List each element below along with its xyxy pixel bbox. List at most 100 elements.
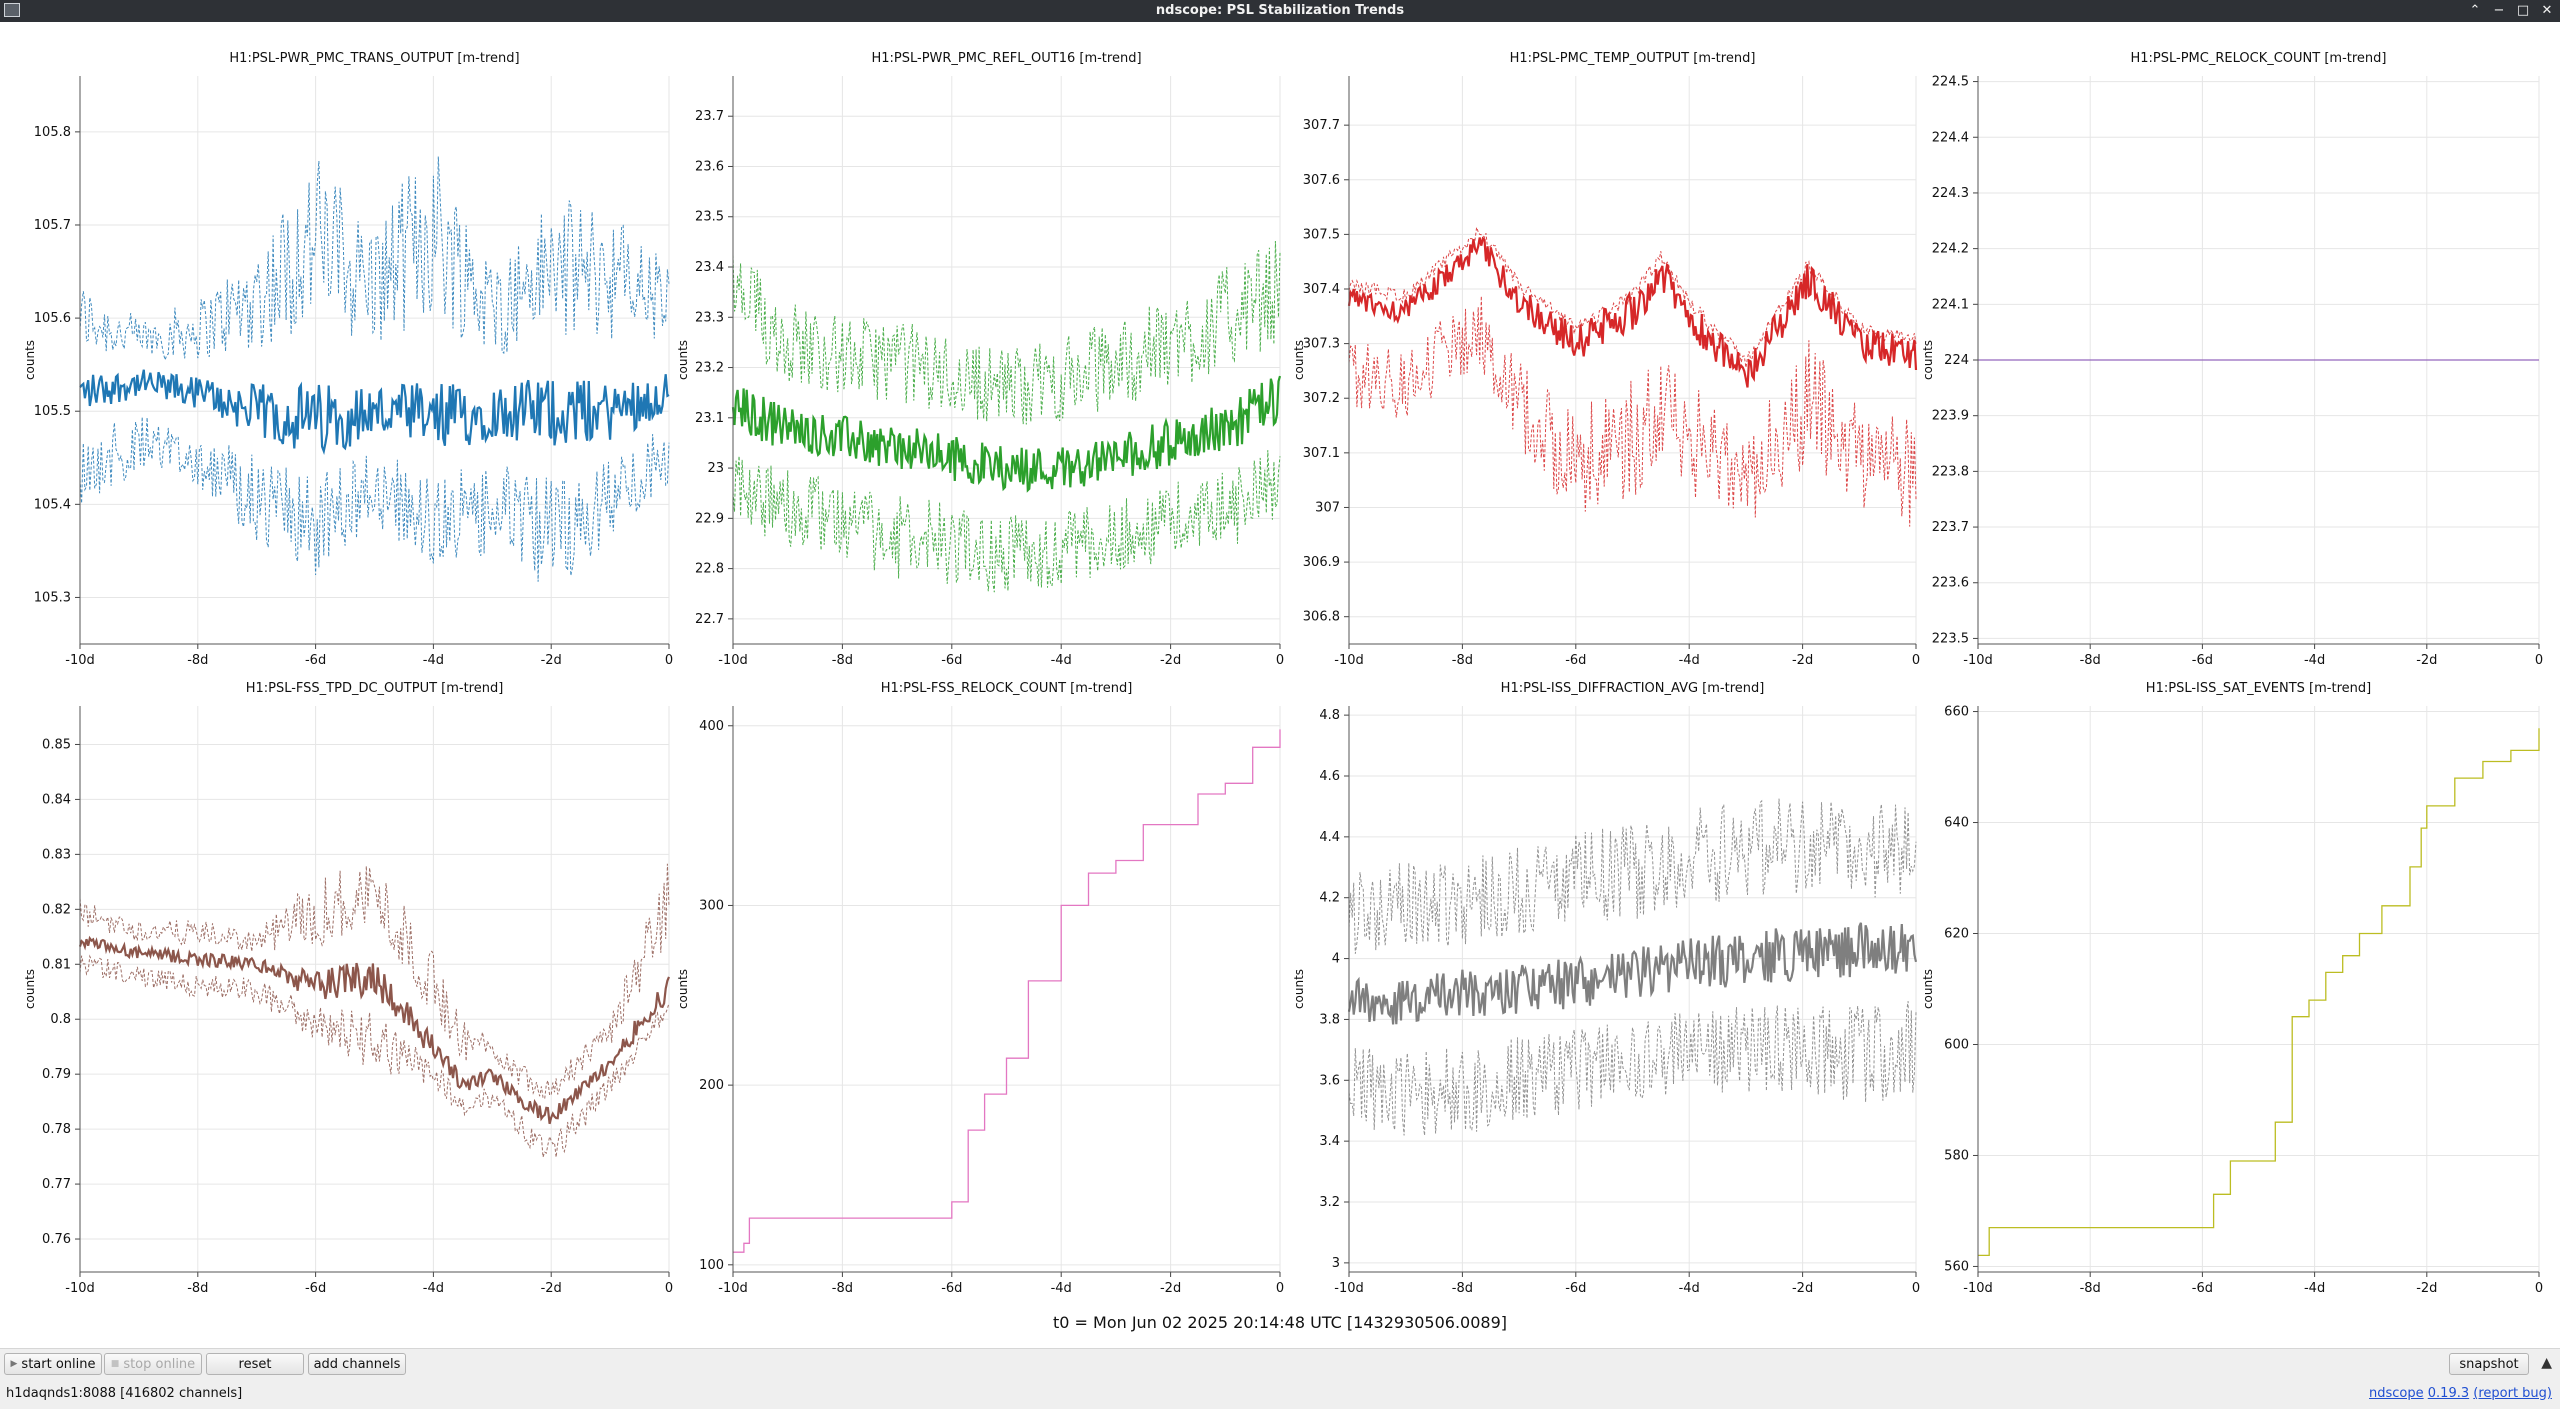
x-tick-label: -4d — [2304, 1281, 2325, 1296]
maximize-button[interactable]: □ — [2516, 3, 2530, 18]
plot-background — [733, 76, 1280, 644]
min-trace — [1348, 296, 1917, 527]
server-info: h1daqnds1:8088 [416802 channels] — [6, 1386, 242, 1401]
start-online-button[interactable]: ▶ start online — [4, 1353, 102, 1375]
t0-label: t0 = Mon Jun 02 2025 20:14:48 UTC [14329… — [1052, 1313, 1508, 1332]
x-tick-label: -6d — [941, 653, 962, 668]
y-tick-label: 300 — [699, 898, 724, 913]
plot-area[interactable]: H1:PSL-PWR_PMC_TRANS_OUTPUT [m-trend] cou… — [0, 22, 2560, 1342]
y-tick-label: 4.8 — [1319, 708, 1340, 723]
snapshot-button[interactable]: snapshot — [2449, 1353, 2529, 1375]
y-tick-label: 4 — [1332, 952, 1340, 967]
chevron-up-icon[interactable]: ⌃ — [2469, 3, 2481, 18]
y-tick-label: 307.7 — [1303, 118, 1340, 133]
y-tick-label: 0.84 — [42, 792, 71, 807]
close-button[interactable]: ✕ — [2541, 3, 2553, 18]
x-tick-label: -10d — [718, 653, 748, 668]
y-tick-label: 307.3 — [1303, 337, 1340, 352]
mean-trace — [733, 729, 1281, 1253]
y-tick-label: 23 — [707, 461, 724, 476]
y-tick-label: 3.6 — [1319, 1073, 1340, 1088]
y-tick-label: 307.1 — [1303, 446, 1340, 461]
chart-panel-5: H1:PSL-FSS_TPD_DC_OUTPUT [m-trend] counts… — [23, 681, 673, 1296]
chart-panel-8: H1:PSL-ISS_SAT_EVENTS [m-trend] counts -10… — [1921, 681, 2543, 1296]
max-trace — [1348, 798, 1917, 954]
app-name-link[interactable]: ndscope — [2369, 1386, 2424, 1401]
mean-trace — [1347, 922, 1918, 1025]
y-tick-label: 224 — [1944, 353, 1969, 368]
x-tick-label: -10d — [1334, 1281, 1364, 1296]
y-tick-label: 224.2 — [1932, 242, 1969, 257]
y-tick-label: 224.1 — [1932, 297, 1969, 312]
version-info: ndscope 0.19.3 (report bug) — [2369, 1386, 2552, 1401]
start-online-label: start online — [21, 1356, 96, 1372]
chart-panel-1: H1:PSL-PWR_PMC_TRANS_OUTPUT [m-trend] cou… — [23, 51, 673, 668]
y-tick-label: 23.3 — [695, 310, 724, 325]
y-tick-label: 0.82 — [42, 902, 71, 917]
x-tick-label: 0 — [1912, 653, 1920, 668]
add-channels-button[interactable]: add channels — [308, 1353, 406, 1375]
x-tick-label: 0 — [1276, 1281, 1284, 1296]
x-tick-label: -6d — [2192, 653, 2213, 668]
y-axis-label: counts — [1921, 969, 1935, 1009]
y-tick-label: 223.7 — [1932, 520, 1969, 535]
y-axis-label: counts — [23, 969, 37, 1009]
y-tick-label: 306.8 — [1303, 610, 1340, 625]
x-tick-label: -4d — [423, 653, 444, 668]
x-tick-label: -6d — [305, 1281, 326, 1296]
y-tick-label: 307.5 — [1303, 227, 1340, 242]
chart-title: H1:PSL-ISS_DIFFRACTION_AVG [m-trend] — [1501, 681, 1765, 696]
window-title: ndscope: PSL Stabilization Trends — [1155, 3, 1405, 18]
y-axis-label: counts — [1292, 969, 1306, 1009]
y-tick-label: 105.3 — [34, 590, 71, 605]
x-tick-label: -8d — [187, 653, 208, 668]
expand-icon[interactable]: ▲ — [2541, 1355, 2552, 1371]
x-tick-label: -10d — [1963, 653, 1993, 668]
y-tick-label: 4.2 — [1319, 891, 1340, 906]
y-tick-label: 306.9 — [1303, 555, 1340, 570]
reset-button[interactable]: reset — [206, 1353, 304, 1375]
stop-online-label: stop online — [123, 1356, 196, 1372]
x-tick-label: 0 — [2535, 653, 2543, 668]
x-tick-label: -4d — [1051, 1281, 1072, 1296]
report-bug-link[interactable]: (report bug) — [2473, 1386, 2552, 1401]
chart-title: H1:PSL-PWR_PMC_TRANS_OUTPUT [m-trend] — [229, 51, 519, 66]
reset-label: reset — [238, 1356, 272, 1372]
y-tick-label: 105.6 — [34, 311, 71, 326]
max-trace — [79, 863, 670, 1100]
min-trace — [79, 416, 670, 582]
version-link[interactable]: 0.19.3 — [2427, 1386, 2470, 1401]
y-tick-label: 22.7 — [695, 612, 724, 627]
y-axis-label: counts — [1921, 340, 1935, 380]
x-tick-label: -10d — [65, 653, 95, 668]
x-tick-label: -10d — [65, 1281, 95, 1296]
x-tick-label: -2d — [541, 1281, 562, 1296]
y-tick-label: 23.7 — [695, 109, 724, 124]
y-tick-label: 3 — [1332, 1256, 1340, 1271]
x-tick-label: -8d — [2080, 1281, 2101, 1296]
snapshot-label: snapshot — [2459, 1356, 2519, 1372]
y-tick-label: 307 — [1315, 500, 1340, 515]
y-tick-label: 600 — [1944, 1037, 1969, 1052]
chart-title: H1:PSL-FSS_TPD_DC_OUTPUT [m-trend] — [246, 681, 504, 696]
chart-panel-2: H1:PSL-PWR_PMC_REFL_OUT16 [m-trend] count… — [676, 51, 1284, 668]
y-tick-label: 660 — [1944, 705, 1969, 720]
y-tick-label: 23.2 — [695, 361, 724, 376]
x-tick-label: 0 — [1276, 653, 1284, 668]
mean-trace — [731, 375, 1282, 493]
max-trace — [1348, 227, 1917, 368]
minimize-button[interactable]: − — [2493, 3, 2505, 18]
x-tick-label: -4d — [1679, 1281, 1700, 1296]
status-bar: h1daqnds1:8088 [416802 channels] ndscope… — [0, 1378, 2560, 1409]
y-tick-label: 105.4 — [34, 497, 71, 512]
y-tick-label: 0.81 — [42, 957, 71, 972]
y-tick-label: 0.83 — [42, 847, 71, 862]
stop-online-button[interactable]: ■ stop online — [104, 1353, 202, 1375]
y-tick-label: 200 — [699, 1078, 724, 1093]
y-tick-label: 0.78 — [42, 1122, 71, 1137]
chart-panel-3: H1:PSL-PMC_TEMP_OUTPUT [m-trend] counts -1… — [1292, 51, 1920, 668]
plot-background — [1349, 76, 1916, 644]
y-tick-label: 0.85 — [42, 737, 71, 752]
y-tick-label: 4.6 — [1319, 769, 1340, 784]
y-tick-label: 3.4 — [1319, 1134, 1340, 1149]
